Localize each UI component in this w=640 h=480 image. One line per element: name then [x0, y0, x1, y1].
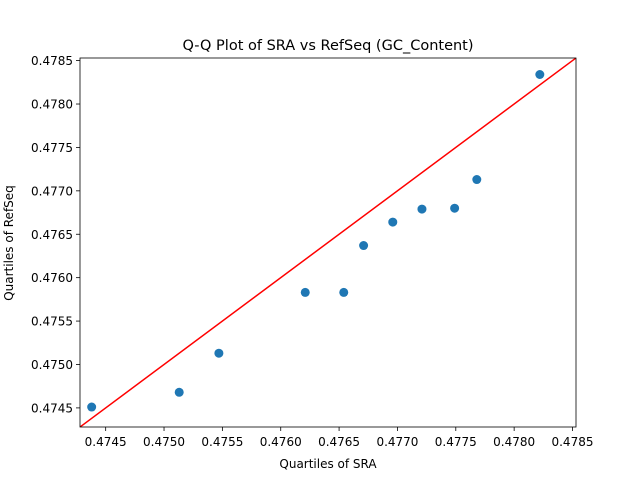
- x-tick-label: 0.4755: [201, 435, 243, 449]
- x-axis: 0.4745 0.4750 0.4755 0.4760 0.4765 0.4770 0.47…: [85, 427, 593, 449]
- y-tick-label: 0.4770: [31, 184, 73, 198]
- data-point-1: [87, 402, 97, 412]
- y-tick-label: 0.4760: [31, 271, 73, 285]
- data-point-10: [472, 175, 482, 185]
- plot-frame: [79, 57, 577, 428]
- data-point-11: [535, 69, 545, 79]
- x-tick-label: 0.4750: [143, 435, 185, 449]
- data-point-8: [417, 204, 427, 214]
- x-tick-label: 0.4785: [551, 435, 593, 449]
- data-point-9: [450, 203, 460, 213]
- data-point-5: [339, 287, 349, 297]
- y-tick-label: 0.4745: [31, 401, 73, 415]
- x-tick-label: 0.4770: [376, 435, 418, 449]
- data-point-2: [174, 387, 184, 397]
- x-tick-label: 0.4775: [435, 435, 477, 449]
- x-tick-label: 0.4765: [318, 435, 360, 449]
- y-tick-label: 0.4765: [31, 228, 73, 242]
- data-point-6: [359, 241, 369, 251]
- data-point-7: [388, 217, 398, 227]
- y-tick-label: 0.4750: [31, 358, 73, 372]
- scatter-points: [87, 69, 545, 412]
- y-tick-label: 0.4755: [31, 315, 73, 329]
- x-axis-label: Quartiles of SRA: [279, 457, 377, 471]
- plot-area: [80, 58, 576, 427]
- reference-line: [80, 58, 576, 427]
- x-tick-label: 0.4760: [260, 435, 302, 449]
- y-axis-label: Quartiles of RefSeq: [2, 185, 16, 301]
- y-tick-label: 0.4780: [31, 98, 73, 112]
- y-tick-label: 0.4785: [31, 54, 73, 68]
- data-point-4: [300, 287, 310, 297]
- chart-title: Q-Q Plot of SRA vs RefSeq (GC_Content): [182, 38, 473, 54]
- y-tick-label: 0.4775: [31, 141, 73, 155]
- data-point-3: [214, 348, 224, 358]
- y-axis: 0.4745 0.4750 0.4755 0.4760 0.4765 0.4770 0.47…: [31, 54, 80, 415]
- x-tick-label: 0.4780: [493, 435, 535, 449]
- x-tick-label: 0.4745: [85, 435, 127, 449]
